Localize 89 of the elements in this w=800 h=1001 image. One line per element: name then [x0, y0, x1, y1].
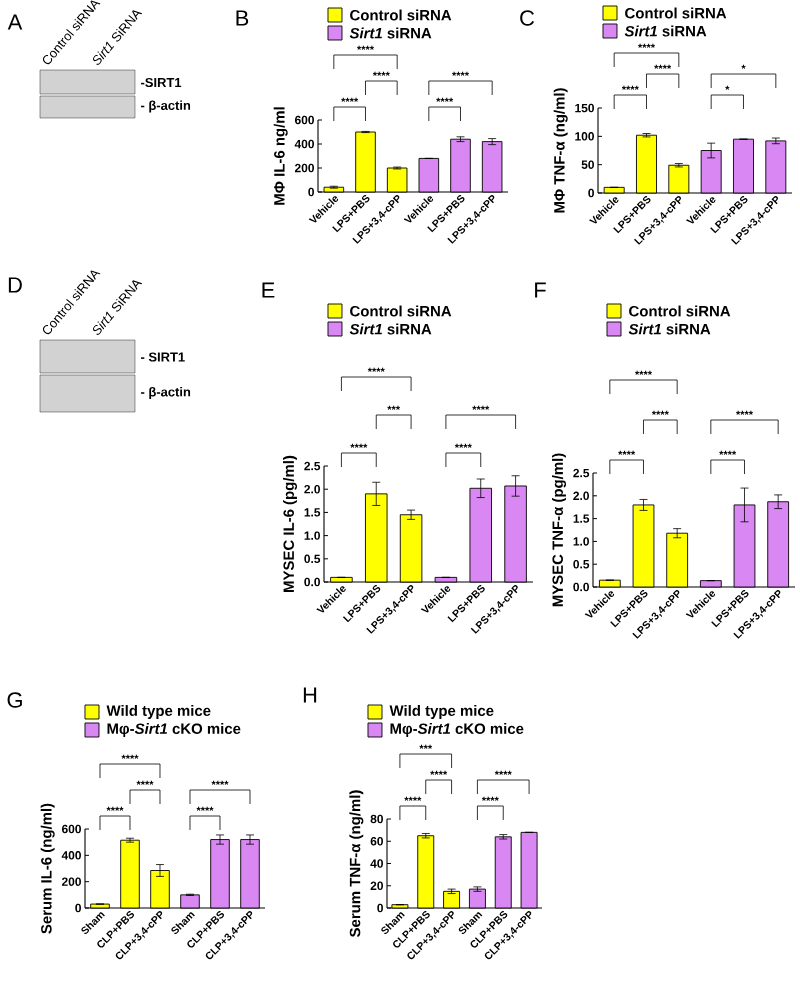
text: ***	[387, 405, 401, 410]
y-tick-label: 0	[308, 187, 314, 197]
text: ****	[494, 770, 512, 775]
legend-label: Wild type mice	[389, 705, 494, 719]
legend-label: Sirt1 siRNA	[624, 25, 707, 37]
y-tick-label: 0.0	[304, 577, 320, 587]
text: ****	[357, 45, 375, 50]
text: *	[741, 64, 746, 69]
text: ****	[736, 410, 753, 415]
legend-label: Sirt1 siRNA	[349, 323, 432, 335]
text: ****	[436, 97, 454, 102]
chart-title: G	[7, 692, 22, 708]
y-axis-title: MYSEC IL-6 (pg/ml)	[283, 455, 298, 592]
chart-title: F	[535, 282, 546, 298]
text: ****	[372, 71, 390, 76]
text: ****	[211, 780, 229, 785]
y-tick-label: 0	[377, 903, 383, 913]
text: ****	[350, 443, 368, 448]
y-tick-label: 200	[294, 163, 314, 173]
y-tick-label: 0.5	[304, 554, 321, 564]
text: ****	[341, 97, 359, 102]
legend-label: Control siRNA	[350, 9, 452, 21]
y-tick-label: 0	[588, 188, 594, 198]
legend-label: Mφ-Sirt1 cKO mice	[390, 723, 524, 737]
legend-label: Wild type mice	[106, 705, 211, 719]
chart-title: C	[520, 10, 535, 26]
y-tick-label: 1.0	[573, 537, 589, 546]
y-tick-label: 400	[294, 139, 314, 149]
text: ****	[367, 367, 385, 372]
y-tick-label: 40	[370, 859, 383, 868]
text: ****	[404, 796, 422, 801]
y-tick-label: 2.0	[573, 491, 589, 501]
text: ****	[472, 405, 490, 410]
text: ****	[481, 796, 499, 801]
y-axis-title: Serum TNF-α (ng/ml)	[349, 790, 364, 937]
y-tick-label: 2.5	[573, 468, 590, 478]
legend-label: Mφ-Sirt1 cKO mice	[107, 723, 241, 737]
y-tick-label: 600	[294, 115, 314, 125]
y-axis-title: Serum IL-6 (ng/ml)	[40, 803, 55, 934]
text: ****	[121, 754, 139, 759]
text: ****	[196, 806, 214, 811]
text: ****	[638, 43, 656, 48]
text: ****	[430, 770, 448, 775]
legend-label: Sirt1 siRNA	[349, 27, 432, 39]
text: ****	[452, 71, 470, 76]
y-tick-label: 1.0	[304, 531, 320, 540]
text: ****	[136, 780, 154, 785]
text: A	[7, 14, 23, 30]
y-tick-label: 1.5	[304, 508, 321, 517]
text: ****	[454, 443, 472, 448]
y-tick-label: 600	[61, 824, 81, 834]
y-tick-label: 0.5	[573, 559, 590, 569]
y-axis-title: MYSEC TNF-α (pg/ml)	[552, 453, 567, 607]
y-tick-label: 50	[581, 160, 594, 169]
y-tick-label: 200	[61, 877, 81, 886]
legend-label: Control siRNA	[350, 305, 452, 317]
text: D	[8, 277, 22, 293]
text: ****	[719, 450, 737, 455]
text: ****	[621, 85, 639, 90]
text: - SIRT1	[141, 352, 185, 362]
y-tick-label: 0.0	[573, 582, 589, 592]
chart-title: B	[236, 10, 249, 26]
text: - β-actin	[141, 100, 191, 113]
y-tick-label: 0	[75, 903, 81, 913]
text: -SIRT1	[141, 77, 182, 88]
text: ****	[106, 806, 124, 811]
y-tick-label: 20	[370, 881, 383, 890]
legend-label: Sirt1 siRNA	[628, 323, 711, 335]
text: *	[725, 85, 730, 90]
text: ****	[635, 370, 653, 375]
y-tick-label: 400	[61, 851, 81, 860]
chart-title: E	[262, 282, 275, 298]
chart-title: H	[303, 687, 317, 703]
legend-label: Control siRNA	[629, 305, 731, 317]
text: ***	[419, 744, 433, 749]
legend-label: Control siRNA	[625, 7, 727, 19]
y-tick-label: 2.5	[304, 461, 321, 471]
y-tick-label: 80	[370, 814, 383, 824]
y-tick-label: 150	[575, 103, 594, 113]
y-axis-title: MΦ IL-6 ng/ml	[273, 107, 288, 205]
y-axis-title: MΦ TNF-α (ng/ml)	[553, 88, 568, 213]
y-tick-label: 1.5	[573, 514, 590, 523]
y-tick-label: 100	[575, 132, 594, 141]
text: ****	[654, 64, 672, 69]
y-tick-label: 60	[370, 837, 383, 846]
text: ****	[618, 450, 636, 455]
text: - β-actin	[141, 386, 191, 400]
text: ****	[651, 410, 669, 415]
y-tick-label: 2.0	[304, 484, 320, 494]
